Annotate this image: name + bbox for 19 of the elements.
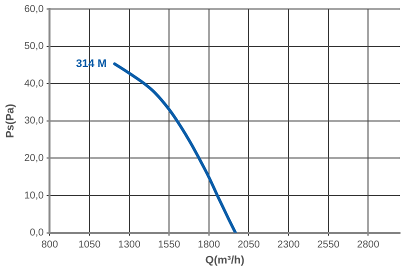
y-tick-label: 20,0 xyxy=(24,152,44,164)
y-tick-label: 0,0 xyxy=(30,228,44,239)
y-tick-label: 60,0 xyxy=(24,4,44,15)
y-axis-title: Ps(Pa) xyxy=(4,103,17,138)
x-tick-label: 1050 xyxy=(78,240,102,251)
y-tick-label: 50,0 xyxy=(24,41,44,52)
x-tick-label: 2300 xyxy=(277,240,300,251)
y-tick-label: 30,0 xyxy=(24,116,44,127)
x-tick-label: 2800 xyxy=(357,240,380,251)
x-tick-label: 800 xyxy=(41,240,58,251)
x-tick-label: 1800 xyxy=(198,240,220,251)
y-tick-label: 40,0 xyxy=(24,78,44,90)
x-tick-label: 2050 xyxy=(238,240,260,251)
x-tick-label: 2550 xyxy=(317,240,340,251)
line-series xyxy=(113,62,237,233)
x-axis-title: Q(m³/h) xyxy=(205,254,245,266)
x-tick-label: 1550 xyxy=(158,240,181,251)
y-tick-label: 10,0 xyxy=(24,190,44,202)
x-tick-label: 1300 xyxy=(118,240,141,251)
